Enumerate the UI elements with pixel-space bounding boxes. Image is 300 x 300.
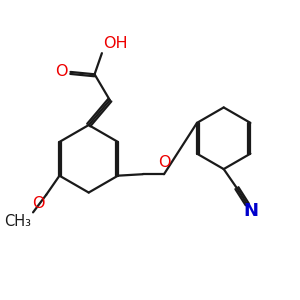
Text: O: O: [32, 196, 45, 211]
Text: O: O: [55, 64, 68, 79]
Text: CH₃: CH₃: [4, 214, 32, 229]
Text: OH: OH: [103, 36, 128, 51]
Text: N: N: [243, 202, 258, 220]
Text: O: O: [158, 155, 170, 170]
